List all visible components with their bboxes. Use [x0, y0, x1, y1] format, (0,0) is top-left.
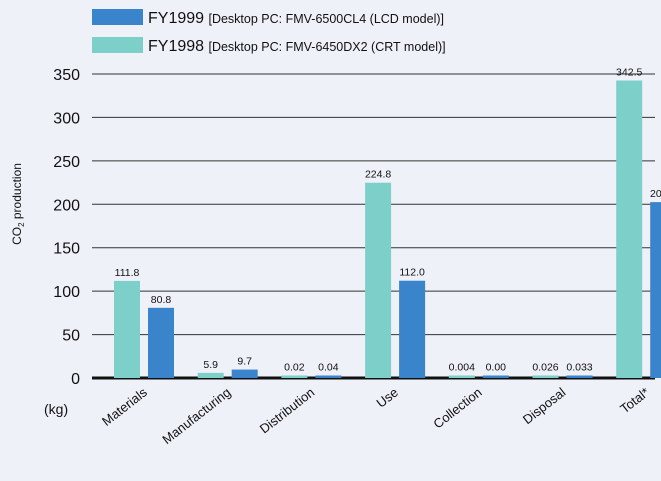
data-label: 5.9 [203, 359, 218, 371]
bars: 111.8 80.8 5.9 9.7 0.02 0.04 224.8 112.0 0.004 0.… [114, 67, 661, 378]
x-axis: Materials Manufacturing Distribution Use Col… [99, 384, 652, 447]
x-category-label: Distribution [257, 385, 317, 437]
bar-fy1998 [281, 375, 308, 378]
bar-fy1999 [148, 307, 174, 378]
y-tick-label: 350 [53, 67, 80, 84]
bar-fy1999 [650, 202, 661, 378]
x-category-label: Manufacturing [159, 385, 233, 448]
bar-fy1998 [114, 280, 140, 378]
y-tick-label: 50 [62, 328, 80, 345]
bar-fy1998 [197, 372, 224, 378]
data-label: 111.8 [115, 267, 140, 279]
data-label: 9.7 [237, 356, 252, 368]
y-tick-label: 200 [53, 197, 80, 214]
legend: FY1999 [Desktop PC: FMV-6500CL4 (LCD mod… [92, 9, 446, 55]
x-category-label: Total* [617, 385, 652, 417]
data-label: 224.8 [365, 169, 391, 181]
x-category-label: Materials [99, 384, 150, 429]
x-category-label: Disposal [520, 384, 569, 427]
bar-fy1998 [616, 80, 643, 378]
y-tick-label: 250 [53, 154, 80, 171]
data-label: 80.8 [151, 294, 172, 306]
data-label: 0.033 [566, 362, 592, 374]
data-label: 112.0 [399, 267, 425, 279]
legend-entry: FY1999 [Desktop PC: FMV-6500CL4 (LCD mod… [148, 10, 444, 27]
y-axis: 0 50 100 150 200 250 300 350 CO2 production (kg) [10, 67, 80, 417]
legend-swatch [92, 37, 143, 53]
y-tick-label: 150 [53, 241, 80, 258]
data-label: 0.02 [284, 362, 305, 374]
bar-fy1999 [482, 375, 509, 378]
legend-swatch [92, 9, 143, 25]
bar-fy1999 [315, 375, 342, 378]
x-category-label: Collection [430, 385, 484, 432]
bar-fy1999 [399, 280, 426, 378]
bar-fy1998 [365, 182, 392, 378]
y-tick-label: 0 [71, 371, 80, 388]
data-label: 0.026 [532, 362, 558, 374]
data-label: 342.5 [616, 67, 642, 79]
data-label: 0.00 [486, 362, 507, 374]
y-axis-title: CO2 production [10, 163, 26, 245]
bar-fy1998 [532, 375, 559, 378]
bar-fy1999 [231, 369, 258, 378]
bar-fy1998 [448, 375, 475, 378]
x-category-label: Use [373, 385, 400, 411]
data-label: 0.04 [318, 362, 339, 374]
data-label: 0.004 [449, 362, 475, 374]
data-label: 202.5 [650, 188, 661, 200]
bar-fy1999 [566, 375, 593, 378]
y-tick-label: 300 [53, 110, 80, 127]
unit-label: (kg) [44, 401, 68, 417]
gridlines [92, 73, 655, 380]
legend-entry: FY1998 [Desktop PC: FMV-6450DX2 (CRT mod… [148, 38, 446, 55]
y-tick-label: 100 [53, 284, 80, 301]
